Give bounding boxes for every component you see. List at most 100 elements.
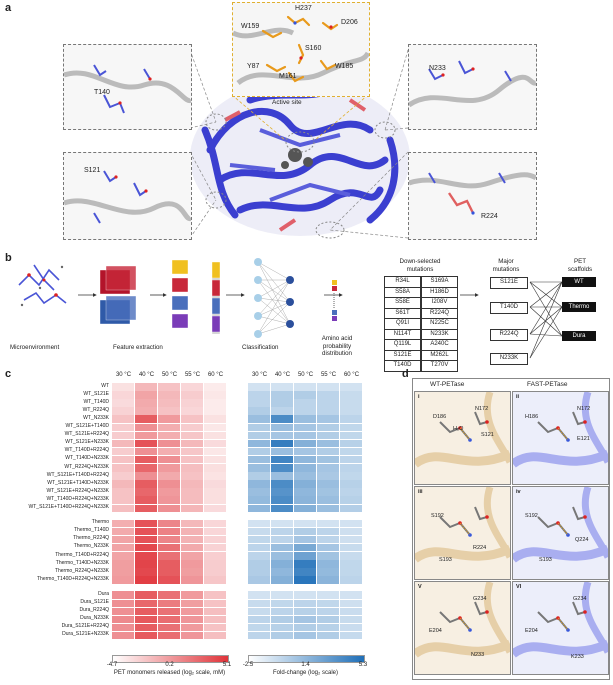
heatmap-cell	[112, 496, 135, 504]
scaffold-box: Thermo	[562, 302, 596, 312]
major-mutation-cell: S121E	[490, 277, 528, 289]
heatmap-cell	[317, 519, 340, 528]
heatmap-cell	[248, 519, 271, 528]
heatmap-cell	[294, 488, 317, 496]
heatmap-cell	[340, 391, 363, 399]
heatmap-cell	[112, 591, 135, 599]
heatmap-cell	[158, 552, 181, 560]
heatmap-cell	[181, 439, 204, 448]
residue-label: S160	[305, 45, 322, 52]
heatmap-row-label: Dura	[98, 590, 109, 597]
mutation-cell: T140D	[384, 360, 421, 372]
residue-label: Y87	[247, 63, 260, 70]
heatmap-cell	[181, 623, 204, 632]
heatmap-cell	[135, 527, 158, 536]
major-mutation-cell: N233K	[490, 353, 528, 365]
heatmap-cell	[248, 447, 271, 456]
caption-probability-line: Amino acid	[321, 335, 353, 342]
heatmap-cell	[112, 423, 135, 431]
heatmap-cell	[340, 399, 363, 407]
colorbar-right	[248, 655, 365, 663]
heatmap-cell	[181, 607, 204, 616]
heatmap-cell	[294, 480, 317, 488]
heatmap-cell	[181, 576, 204, 584]
heatmap-cell	[204, 391, 227, 399]
heatmap-cell	[271, 383, 294, 391]
heatmap-cell	[158, 407, 181, 415]
inset-t140: T140	[63, 44, 192, 130]
colorbar-tick: -4.7	[106, 662, 118, 668]
panel-a-letter: a	[5, 2, 12, 14]
heatmap-cell	[158, 423, 181, 431]
heatmap-row-label: WT_N233K	[83, 414, 109, 421]
heatmap-cell	[294, 623, 317, 632]
caption-classification: Classification	[242, 344, 279, 351]
heatmap-cell	[204, 535, 227, 544]
heatmap-cell	[158, 383, 181, 391]
heatmap-cell	[112, 504, 135, 512]
heatmap-cell	[340, 415, 363, 423]
heatmap-cell	[204, 407, 227, 415]
heatmap-cell	[112, 615, 135, 624]
structure-drawing	[415, 392, 510, 468]
active-site-inset: H237 W159 D206 S160 Y87 M161 W185	[232, 2, 370, 97]
heatmap-cell	[271, 535, 294, 544]
heatmap-cell	[135, 552, 158, 560]
heatmap-cell	[204, 415, 227, 423]
heatmap-cell	[248, 527, 271, 536]
heatmap-cell	[317, 631, 340, 640]
panel-a-leader-lines	[189, 49, 409, 239]
heatmap-cell	[248, 407, 271, 415]
heatmap-cell	[317, 504, 340, 512]
structure-residue-label: D186	[433, 414, 447, 420]
heatmap-cell	[204, 480, 227, 488]
heatmap-cell	[135, 447, 158, 456]
heatmap-cell	[135, 472, 158, 480]
heatmap-row-label: WT_T140D+N233K	[65, 455, 109, 462]
heatmap-cell	[135, 504, 158, 512]
heatmap-cell	[204, 464, 227, 472]
heatmap-cell	[204, 455, 227, 464]
heatmap-cell	[271, 464, 294, 472]
heatmap-cell	[317, 615, 340, 624]
heatmap-cell	[204, 607, 227, 616]
heatmap-cell	[112, 472, 135, 480]
microenvironment-structure	[18, 264, 67, 307]
heatmap-cell	[135, 431, 158, 440]
heatmap-cell	[158, 623, 181, 632]
temperature-header: 30 °C	[251, 372, 268, 378]
heatmap-row-label: WT_T140D+R224Q	[64, 447, 109, 454]
heatmap-cell	[181, 591, 204, 599]
heatmap-cell	[294, 527, 317, 536]
structure-cell-tag: VI	[516, 584, 522, 590]
heatmap-cell	[181, 599, 204, 607]
heatmap-cell	[248, 552, 271, 560]
heatmap-cell	[158, 543, 181, 552]
heatmap-cell	[112, 480, 135, 488]
heatmap-cell	[317, 496, 340, 504]
heatmap-cell	[340, 519, 363, 528]
inset-label: T140	[94, 89, 110, 96]
protein-structure	[190, 80, 410, 239]
major-mutation-cell: R224Q	[490, 329, 528, 341]
heatmap-cell	[340, 552, 363, 560]
heatmap-row-label: WT_S121E+T140D+R224Q+N233K	[28, 504, 109, 510]
heatmap-cell	[204, 599, 227, 607]
colorbar-caption: PET monomers released (log₂ scale, mM)	[113, 670, 226, 676]
heatmap-cell	[271, 519, 294, 528]
heatmap-cell	[112, 439, 135, 448]
heatmap-cell	[135, 560, 158, 568]
heatmap-cell	[112, 576, 135, 584]
heatmap-cell	[112, 399, 135, 407]
panel-d-title-wt: WT-PETase	[430, 381, 465, 388]
heatmap-cell	[317, 391, 340, 399]
heatmap-cell	[294, 391, 317, 399]
heatmap-cell	[248, 623, 271, 632]
heatmap-cell	[340, 480, 363, 488]
heatmap-cell	[135, 488, 158, 496]
title-line: scaffolds	[567, 265, 593, 273]
temperature-header: 55 °C	[320, 372, 337, 378]
title-line: mutations	[406, 265, 434, 273]
heatmap-cell	[271, 480, 294, 488]
heatmap-cell	[158, 504, 181, 512]
